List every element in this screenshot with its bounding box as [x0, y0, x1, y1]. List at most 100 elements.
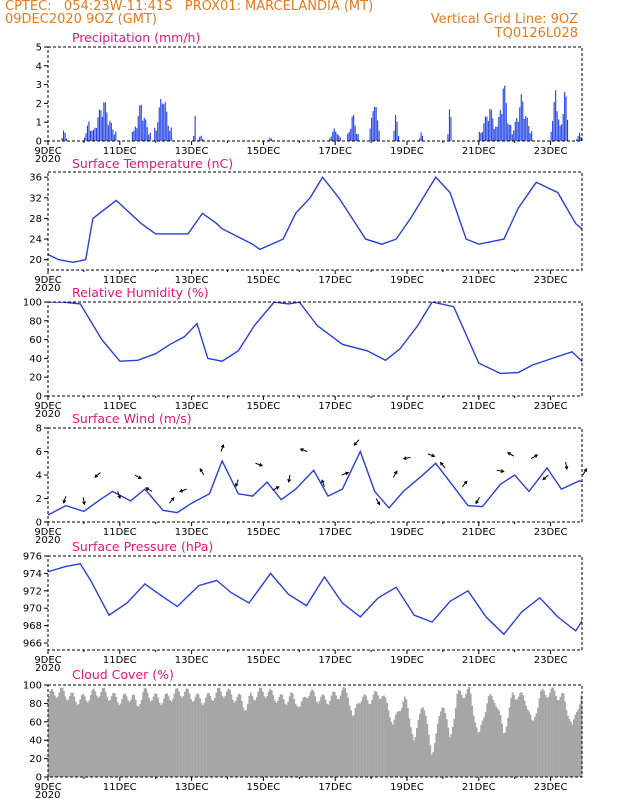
- precip-bar: [347, 133, 349, 141]
- cloud-bar: [468, 686, 471, 777]
- precip-bar: [202, 139, 204, 141]
- y-tick-label: 20: [29, 754, 42, 765]
- cloud-bar: [314, 696, 317, 777]
- cloud-bar: [176, 688, 179, 777]
- cloud-bar: [537, 707, 539, 777]
- wind-arrow-head: [353, 442, 358, 446]
- cloud-bar: [390, 722, 393, 777]
- cloud-bar: [332, 691, 334, 777]
- cloud-bar: [74, 701, 77, 777]
- cloud-bar: [308, 695, 311, 777]
- cloud-bar: [368, 703, 370, 777]
- cloud-bar: [124, 693, 127, 777]
- cloud-bar: [131, 694, 134, 777]
- cloud-bar: [101, 688, 104, 777]
- cloud-bar: [453, 718, 456, 777]
- cloud-bar: [85, 700, 88, 777]
- cloud-bar: [252, 699, 255, 777]
- cloud-bar: [97, 697, 100, 777]
- year-label: 2020: [35, 283, 60, 294]
- precip-bar: [492, 118, 494, 141]
- cloud-bar: [410, 727, 412, 777]
- precip-bar: [115, 131, 117, 141]
- cloud-bar: [504, 732, 506, 777]
- cloud-bar: [514, 699, 517, 777]
- x-tick-label: 9DEC: [34, 275, 61, 286]
- precip-bar: [200, 135, 202, 141]
- cloud-bar: [151, 700, 153, 777]
- wind-arrow-head: [137, 475, 142, 480]
- cloud-bar: [170, 701, 173, 777]
- cloud-bar: [182, 696, 185, 777]
- wind-arrow: [63, 495, 67, 503]
- cloud-bar: [145, 688, 147, 777]
- precip-bar: [167, 125, 169, 141]
- cloud-bar: [564, 701, 566, 777]
- precip-bar: [140, 104, 142, 141]
- cloud-bar: [484, 712, 487, 777]
- wind-arrow-head: [431, 453, 436, 458]
- series-line-4: [48, 563, 582, 636]
- y-tick-label: 0: [36, 773, 42, 784]
- cloud-bar: [203, 702, 206, 777]
- y-tick-label: 28: [29, 214, 42, 225]
- precip-bar: [519, 107, 521, 141]
- year-label: 2020: [35, 535, 60, 546]
- cloud-bar: [61, 687, 64, 777]
- precip-bar: [112, 129, 114, 141]
- cloud-bar: [302, 697, 305, 777]
- precip-bar: [88, 121, 90, 141]
- precip-bar: [561, 124, 563, 141]
- cloud-bar: [221, 696, 224, 777]
- precip-bar: [369, 128, 371, 141]
- y-tick-label: 2: [36, 494, 42, 505]
- cloud-bar: [450, 734, 453, 777]
- precip-bar: [550, 131, 552, 141]
- cloud-bar: [80, 695, 83, 777]
- cloud-bar: [166, 693, 168, 777]
- cloud-bar: [323, 695, 325, 777]
- y-tick-label: 36: [29, 173, 42, 184]
- cloud-bar: [116, 702, 119, 777]
- cloud-bar: [127, 700, 130, 777]
- cloud-bar: [457, 689, 460, 777]
- precip-bar: [447, 134, 449, 141]
- cloud-bar: [290, 692, 293, 777]
- wind-arrow: [235, 479, 239, 487]
- precip-bar: [356, 133, 358, 141]
- precip-bar: [493, 129, 495, 141]
- precip-bar: [163, 104, 165, 141]
- cloud-bar: [70, 692, 73, 777]
- x-tick-label: 11DEC: [103, 401, 137, 412]
- precip-bar: [559, 125, 561, 141]
- precip-bar: [131, 132, 133, 141]
- cloud-bar: [399, 710, 402, 777]
- wind-arrow: [565, 461, 568, 470]
- x-tick-label: 13DEC: [175, 655, 209, 666]
- cloud-bar: [91, 690, 94, 777]
- cloud-bar: [184, 691, 186, 777]
- cloud-bar: [465, 693, 468, 777]
- cloud-bar: [134, 699, 137, 777]
- cloud-bar: [52, 691, 55, 777]
- cloud-bar: [217, 688, 219, 777]
- wind-arrow-head: [299, 448, 304, 452]
- precip-bar: [64, 132, 66, 141]
- precip-bar: [137, 116, 139, 141]
- precip-bar: [357, 134, 359, 141]
- y-tick-label: 966: [23, 639, 42, 650]
- cloud-bar: [152, 696, 155, 777]
- cloud-bar: [489, 694, 492, 777]
- cloud-bar: [106, 697, 109, 777]
- precip-bar: [63, 130, 65, 141]
- precip-bar: [507, 123, 509, 141]
- cloud-bar: [155, 693, 158, 777]
- precip-bar: [481, 132, 483, 141]
- cloud-bar: [375, 691, 378, 777]
- cloud-bar: [544, 694, 547, 777]
- wind-arrow: [145, 487, 153, 492]
- x-tick-label: 17DEC: [318, 527, 352, 538]
- x-tick-label: 17DEC: [318, 275, 352, 286]
- cloud-bar: [478, 731, 481, 777]
- cloud-bar: [541, 688, 544, 777]
